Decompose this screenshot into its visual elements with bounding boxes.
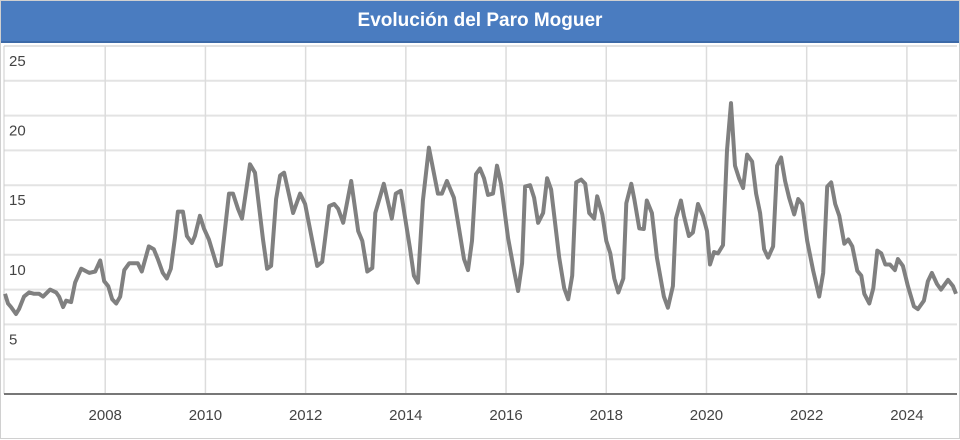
x-tick-label: 2018	[590, 407, 623, 424]
y-tick-label: 10	[9, 262, 26, 279]
x-tick-label: 2014	[389, 407, 422, 424]
x-tick-label: 2022	[790, 407, 823, 424]
x-tick-label: 2010	[189, 407, 222, 424]
x-tick-label: 2024	[890, 407, 923, 424]
y-tick-label: 20	[9, 123, 26, 140]
x-axis-ticks: 2008 2010 2012 2014 2016 2018 2020 2022 2024	[89, 407, 924, 424]
x-tick-label: 2012	[289, 407, 322, 424]
gridlines	[3, 45, 957, 395]
x-tick-label: 2016	[489, 407, 522, 424]
y-axis-ticks: 25 20 15 10 5	[9, 53, 26, 348]
x-tick-label: 2020	[690, 407, 723, 424]
series-layer	[3, 101, 958, 316]
y-tick-label: 5	[9, 331, 17, 348]
y-tick-label: 25	[9, 53, 26, 70]
chart-title: Evolución del Paro Moguer	[1, 1, 959, 43]
x-tick-label: 2008	[89, 407, 122, 424]
series-line	[3, 101, 958, 316]
y-tick-label: 15	[9, 192, 26, 209]
